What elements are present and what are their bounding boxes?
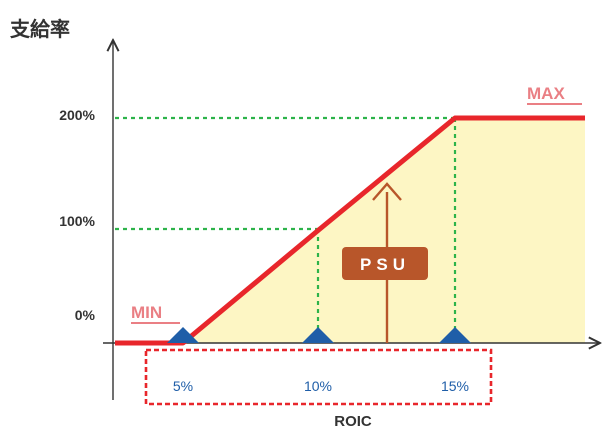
psu-label: PSU <box>360 255 410 274</box>
roic-highlight-box <box>144 348 493 406</box>
x-tick-label: 15% <box>441 378 469 394</box>
x-tick-label: 10% <box>304 378 332 394</box>
y-tick-label: 200% <box>59 107 95 123</box>
x-tick-marker <box>167 327 199 343</box>
y-tick-label: 0% <box>75 307 96 323</box>
series-line <box>115 115 585 346</box>
min-label: MIN <box>131 303 162 322</box>
psu-label-box <box>342 247 428 280</box>
y-tick-label: 100% <box>59 213 95 229</box>
chart-title: 支給率 <box>10 17 70 41</box>
x-axis-label: ROIC <box>334 413 372 430</box>
max-label: MAX <box>527 84 565 103</box>
x-tick-marker <box>439 327 471 343</box>
x-tick-marker <box>302 327 334 343</box>
x-tick-label: 5% <box>173 378 193 394</box>
area-fill <box>183 118 585 343</box>
psu-arrow-head <box>372 182 402 201</box>
plot-area: PSU 0% 100% 200% MIN MAX 5% 10% 15% ROIC <box>59 40 600 430</box>
